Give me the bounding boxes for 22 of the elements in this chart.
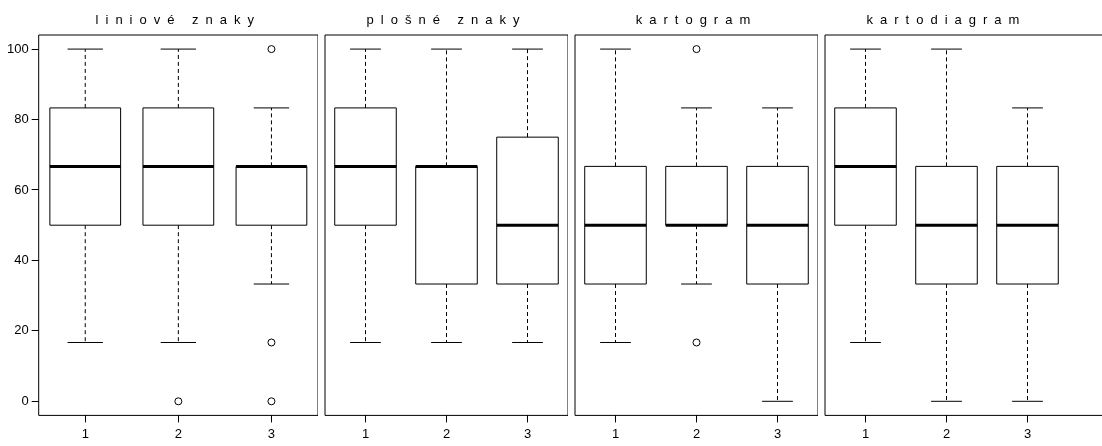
chart-title: plošné znaky <box>365 12 528 27</box>
x-tick-label: 2 <box>442 425 451 441</box>
chart-title: kartogram <box>634 12 759 27</box>
x-tick-label: 2 <box>942 425 951 441</box>
y-tick-label: 0 <box>21 392 29 408</box>
x-tick-label: 1 <box>611 425 620 441</box>
y-tick-label: 100 <box>6 40 29 56</box>
chart-title: kartodiagram <box>865 12 1028 27</box>
x-tick-label: 1 <box>361 425 370 441</box>
x-tick-label: 2 <box>174 425 182 441</box>
x-tick-label: 3 <box>523 425 532 441</box>
x-tick-label: 3 <box>267 425 276 441</box>
y-tick-label: 80 <box>14 111 29 127</box>
x-tick-label: 3 <box>773 425 782 441</box>
y-tick-label: 40 <box>14 252 29 267</box>
y-tick-label: 60 <box>14 181 29 197</box>
y-tick-label: 20 <box>14 322 29 338</box>
x-tick-label: 1 <box>861 425 870 441</box>
x-tick-label: 1 <box>81 425 89 441</box>
chart-title: liniové znaky <box>94 12 263 27</box>
x-tick-label: 3 <box>1023 425 1032 441</box>
x-tick-label: 2 <box>692 425 701 441</box>
